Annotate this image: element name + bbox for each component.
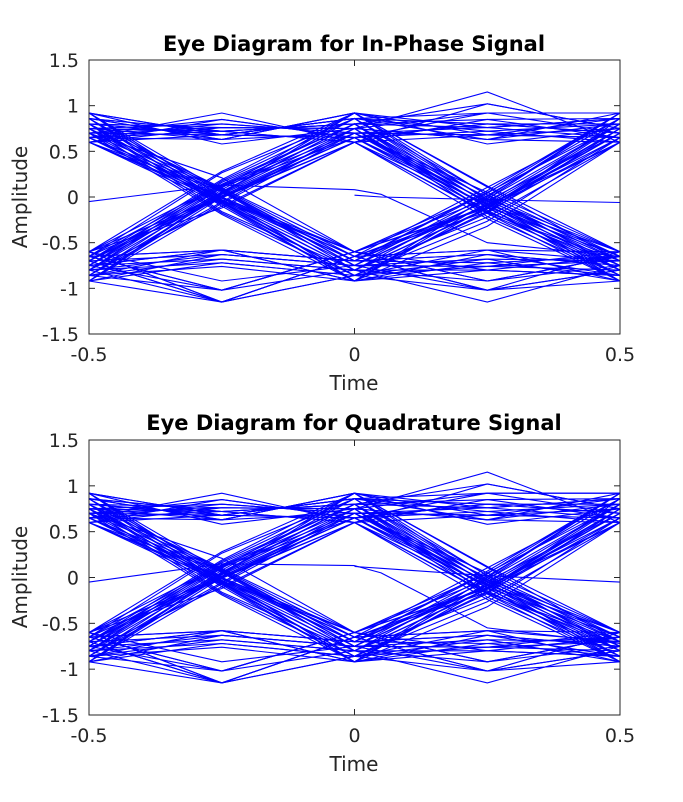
x-tick-label: -0.5 [70,344,107,366]
eye-trace [89,503,620,657]
y-tick-label: -0.5 [42,613,79,635]
chart-title: Eye Diagram for Quadrature Signal [146,411,561,435]
y-tick-label: -1 [60,659,79,681]
chart-title: Eye Diagram for In-Phase Signal [163,32,545,56]
stray-trace [354,565,620,583]
quadrature-eye-diagram-plot: Eye Diagram for Quadrature Signal Time A… [8,411,635,776]
eye-traces [89,91,620,303]
eye-trace [89,503,620,663]
eye-traces [89,471,620,684]
y-tick-label: 0.5 [49,141,79,163]
stray-trace [354,189,620,257]
eye-trace [89,498,620,663]
plot-area [89,440,620,715]
stray-trace [354,194,620,204]
y-tick-label: -1.5 [42,324,79,346]
x-tick-label: 0 [348,344,360,366]
eye-trace [89,498,620,657]
eye-trace [89,492,620,663]
eye-trace [89,112,620,282]
x-axis-label: Time [329,371,379,395]
y-tick-label: 1.5 [49,50,79,72]
eye-trace [89,631,620,663]
inphase-eye-diagram-plot: Eye Diagram for In-Phase Signal Time Amp… [8,32,635,395]
y-axis-label: Amplitude [8,146,32,249]
eye-trace [89,251,620,282]
eye-trace [89,123,620,282]
y-tick-label: 1 [67,96,79,118]
y-tick-label: -1 [60,278,79,300]
y-tick-label: 1 [67,476,79,498]
stray-trace [89,184,355,203]
eye-trace [89,132,620,277]
eye-trace [89,522,620,663]
y-tick-label: 0.5 [49,522,79,544]
eye-trace [89,117,620,276]
eye-trace [89,117,620,282]
x-axis-label: Time [329,752,379,776]
eye-trace [89,512,620,657]
eye-trace [89,141,620,282]
eye-trace [89,508,620,657]
x-tick-label: 0 [348,725,360,747]
eye-trace [89,112,620,291]
eye-trace [89,127,620,276]
y-tick-label: 1.5 [49,430,79,452]
x-tick-label: -0.5 [70,725,107,747]
y-tick-label: 0 [67,187,79,209]
x-tick-label: 0.5 [605,344,635,366]
plot-area [89,60,620,334]
eye-trace [89,492,620,672]
eye-trace [89,128,620,303]
eye-trace [89,123,620,277]
y-tick-label: -1.5 [42,705,79,727]
eye-trace [89,132,620,282]
eye-trace [89,508,620,684]
eye-trace [89,517,620,663]
eye-trace [89,137,620,282]
y-tick-label: 0 [67,568,79,590]
stray-trace [354,565,620,645]
x-tick-label: 0.5 [605,725,635,747]
y-axis-label: Amplitude [8,526,32,629]
y-tick-label: -0.5 [42,233,79,255]
eye-trace [89,512,620,663]
stray-trace [89,563,355,583]
